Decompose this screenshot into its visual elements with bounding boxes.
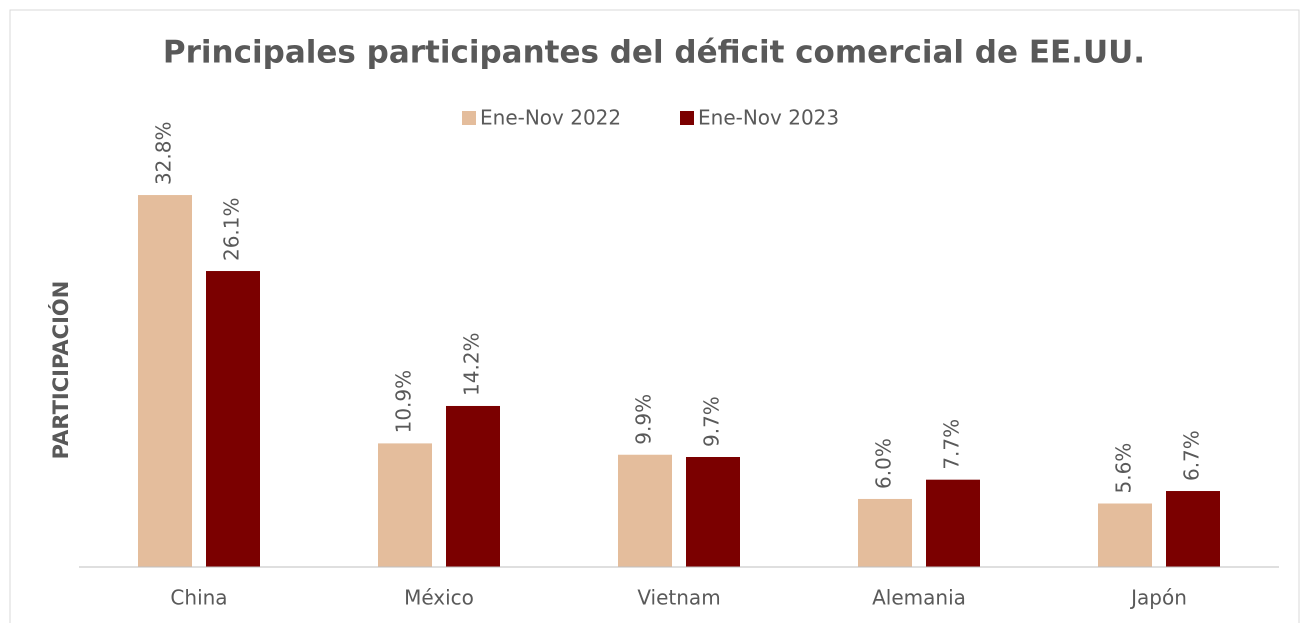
bar <box>618 454 672 567</box>
y-axis-label: PARTICIPACIÓN <box>48 281 73 460</box>
bar <box>138 195 192 567</box>
data-label: 6.0% <box>872 438 896 489</box>
x-tick-label: China <box>170 586 227 610</box>
legend-label: Ene-Nov 2023 <box>698 106 839 130</box>
data-label: 14.2% <box>460 332 484 396</box>
bar <box>206 271 260 567</box>
x-tick-label: Japón <box>1129 586 1187 610</box>
data-label: 26.1% <box>220 197 244 261</box>
x-tick-label: Alemania <box>872 586 966 610</box>
data-label: 32.8% <box>152 122 176 186</box>
bar <box>1166 491 1220 567</box>
legend-swatch <box>680 111 694 125</box>
legend-label: Ene-Nov 2022 <box>480 106 621 130</box>
data-label: 5.6% <box>1112 443 1136 494</box>
data-label: 7.7% <box>940 419 964 470</box>
data-label: 10.9% <box>392 370 416 434</box>
x-tick-label: México <box>404 586 474 610</box>
legend-swatch <box>462 111 476 125</box>
data-label: 9.7% <box>700 396 724 447</box>
x-tick-label: Vietnam <box>637 586 720 610</box>
bar <box>378 443 432 567</box>
data-label: 6.7% <box>1180 430 1204 481</box>
bar <box>1098 503 1152 567</box>
bar <box>858 498 912 567</box>
data-label: 9.9% <box>632 394 656 445</box>
chart-title: Principales participantes del déficit co… <box>163 35 1145 71</box>
bar <box>446 405 500 567</box>
bar <box>926 479 980 567</box>
bar <box>686 457 740 567</box>
